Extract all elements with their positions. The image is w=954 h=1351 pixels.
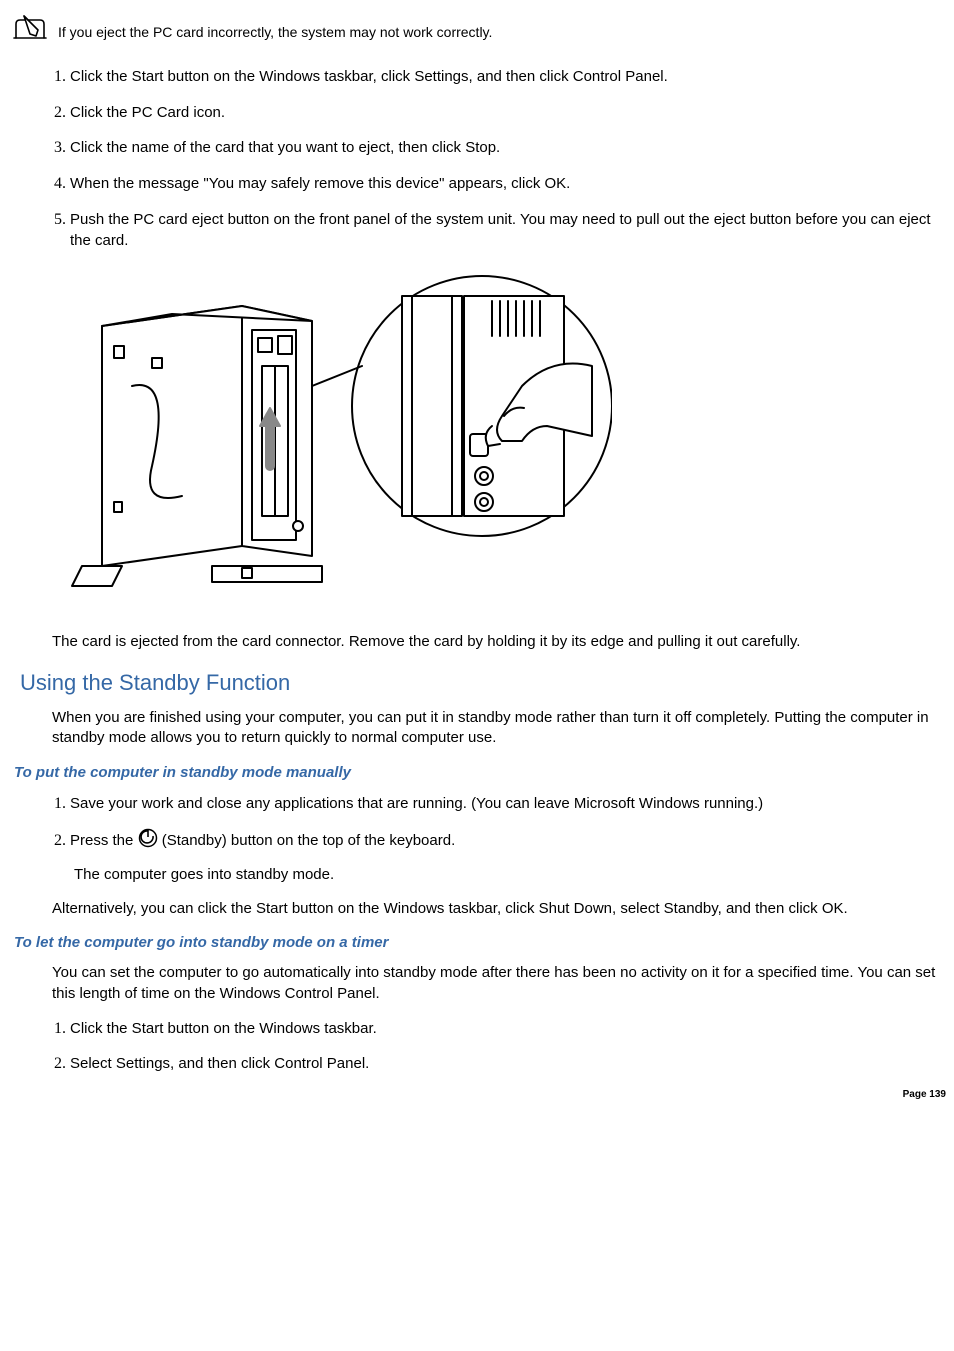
list-item-subtext: The computer goes into standby mode. [74, 865, 944, 885]
standby-timer-list: Click the Start button on the Windows ta… [10, 1018, 944, 1075]
page-number: Page 139 [903, 1088, 946, 1102]
list-item: Click the PC Card icon. [70, 102, 944, 124]
after-figure-text: The card is ejected from the card connec… [52, 632, 944, 652]
list-item: Click the Start button on the Windows ta… [70, 66, 944, 88]
standby-manual-list: Save your work and close any application… [10, 793, 944, 885]
list-item: Save your work and close any application… [70, 793, 944, 815]
standby-icon [138, 828, 158, 854]
list-item-text: Click the PC Card icon. [70, 104, 225, 121]
list-item: When the message "You may safely remove … [70, 173, 944, 195]
list-item-text: Click the name of the card that you want… [70, 139, 500, 156]
text-fragment: (Standby) button on the top of the keybo… [162, 832, 456, 849]
list-item-text: When the message "You may safely remove … [70, 175, 570, 192]
list-item-text: Select Settings, and then click Control … [70, 1055, 369, 1072]
list-item-text: Click the Start button on the Windows ta… [70, 68, 668, 85]
pencil-note-icon [10, 14, 52, 50]
note-row: If you eject the PC card incorrectly, th… [10, 14, 944, 50]
list-item: Push the PC card eject button on the fro… [70, 209, 944, 252]
list-item-text: Save your work and close any application… [70, 795, 763, 812]
subheading-manual: To put the computer in standby mode manu… [14, 763, 944, 783]
list-item-text: Push the PC card eject button on the fro… [70, 211, 931, 250]
text-fragment: Press the [70, 832, 138, 849]
eject-steps-list: Click the Start button on the Windows ta… [10, 66, 944, 252]
list-item: Select Settings, and then click Control … [70, 1053, 944, 1075]
subheading-timer: To let the computer go into standby mode… [14, 933, 944, 953]
list-item-text: Click the Start button on the Windows ta… [70, 1020, 377, 1037]
section-intro: When you are finished using your compute… [52, 708, 944, 749]
list-item: Click the Start button on the Windows ta… [70, 1018, 944, 1040]
timer-intro: You can set the computer to go automatic… [52, 963, 944, 1004]
list-item-text: Press the (Standby) button on the top of… [70, 832, 455, 849]
list-item: Click the name of the card that you want… [70, 137, 944, 159]
pc-card-eject-figure [52, 266, 944, 612]
section-heading-standby: Using the Standby Function [20, 668, 944, 698]
note-text: If you eject the PC card incorrectly, th… [58, 23, 492, 42]
standby-manual-alt: Alternatively, you can click the Start b… [52, 899, 944, 919]
list-item: Press the (Standby) button on the top of… [70, 828, 944, 885]
